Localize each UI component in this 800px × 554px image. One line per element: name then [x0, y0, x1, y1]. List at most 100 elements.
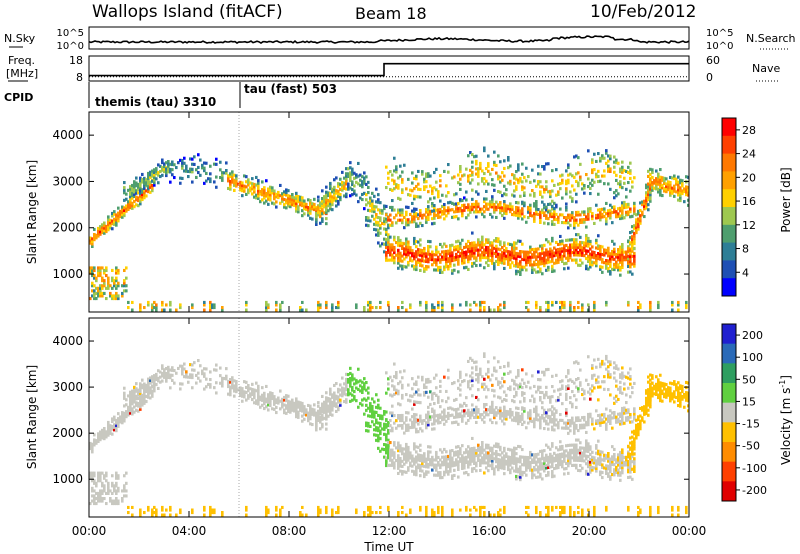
- power-cell: [619, 214, 622, 218]
- power-cell: [289, 194, 292, 198]
- velocity-cell: [439, 463, 442, 467]
- power-cell: [375, 200, 378, 204]
- power-cell: [469, 303, 472, 307]
- velocity-cell: [303, 405, 306, 409]
- power-cell: [429, 184, 432, 188]
- power-cell: [511, 248, 514, 252]
- velocity-cell: [103, 434, 106, 438]
- power-cell: [151, 303, 154, 307]
- power-cell: [491, 256, 494, 260]
- power-cell: [651, 170, 654, 174]
- power-cell: [361, 175, 364, 179]
- colorbar-segment: [722, 242, 736, 261]
- velocity-cell: [377, 406, 380, 410]
- velocity-cell: [273, 395, 276, 399]
- power-cell: [389, 218, 392, 222]
- power-cell: [263, 193, 266, 197]
- velocity-cell: [403, 447, 406, 451]
- velocity-cell: [407, 445, 410, 449]
- velocity-cell: [97, 497, 100, 501]
- power-cell: [581, 220, 584, 224]
- velocity-cell: [395, 373, 398, 377]
- power-cell: [437, 250, 440, 254]
- power-cell: [329, 202, 332, 206]
- velocity-cell: [447, 368, 450, 372]
- power-cell: [227, 174, 230, 178]
- velocity-cell: [341, 386, 344, 390]
- velocity-cell: [101, 489, 104, 493]
- power-cell: [533, 212, 536, 216]
- power-cell: [555, 212, 558, 216]
- power-cell: [489, 202, 492, 206]
- power-cell: [589, 181, 592, 185]
- power-cell: [493, 205, 496, 209]
- velocity-cell: [469, 460, 472, 464]
- power-cell: [531, 253, 534, 257]
- power-cell: [385, 220, 388, 224]
- power-cell: [215, 185, 218, 189]
- velocity-cell: [423, 459, 426, 463]
- power-cell: [483, 172, 486, 176]
- power-cell: [567, 163, 570, 167]
- power-cell: [353, 171, 356, 175]
- power-cell: [399, 211, 402, 215]
- velocity-cell: [379, 424, 382, 428]
- power-cell: [277, 196, 280, 200]
- power-cell: [269, 190, 272, 194]
- power-cell: [397, 243, 400, 247]
- velocity-cell: [93, 502, 96, 506]
- power-cell: [495, 237, 498, 241]
- power-cell: [435, 263, 438, 267]
- power-cell: [659, 180, 662, 184]
- velocity-cell: [453, 451, 456, 455]
- power-cell: [525, 306, 528, 310]
- power-cell: [193, 155, 196, 159]
- velocity-cell: [485, 456, 488, 460]
- power-cell: [117, 294, 120, 298]
- power-cell: [445, 244, 448, 248]
- power-cell: [377, 231, 380, 235]
- power-cell: [603, 169, 606, 173]
- power-cell: [453, 245, 456, 249]
- power-cell: [621, 214, 624, 218]
- power-cell: [609, 154, 612, 158]
- power-cell: [125, 276, 128, 280]
- power-cell: [621, 253, 624, 257]
- power-cell: [419, 238, 422, 242]
- power-cell: [107, 220, 110, 224]
- power-cell: [563, 249, 566, 253]
- power-cell: [299, 308, 302, 312]
- power-cell: [555, 253, 558, 257]
- power-cell: [421, 213, 424, 217]
- velocity-cell: [195, 373, 198, 377]
- power-cell: [107, 281, 110, 285]
- power-cell: [629, 257, 632, 261]
- velocity-cell: [485, 372, 488, 376]
- velocity-cell: [133, 390, 136, 394]
- power-cell: [333, 185, 336, 189]
- velocity-cell: [93, 499, 96, 503]
- velocity-cell: [365, 421, 368, 425]
- power-cell: [421, 249, 424, 253]
- velocity-cell: [391, 404, 394, 408]
- power-cell: [293, 198, 296, 202]
- velocity-cell: [409, 461, 412, 465]
- power-cell: [579, 178, 582, 182]
- velocity-cell: [433, 376, 436, 380]
- power-cell: [431, 202, 434, 206]
- power-cell: [353, 192, 356, 196]
- velocity-cell: [117, 474, 120, 478]
- velocity-cell: [295, 407, 298, 411]
- power-cell: [521, 172, 524, 176]
- velocity-cell: [445, 414, 448, 418]
- velocity-cell: [455, 450, 458, 454]
- velocity-cell: [221, 384, 224, 388]
- power-cell: [123, 208, 126, 212]
- power-cell: [669, 181, 672, 185]
- power-cell: [437, 306, 440, 310]
- power-cell: [351, 180, 354, 184]
- power-cell: [117, 216, 120, 220]
- power-cell: [359, 178, 362, 182]
- power-cell: [327, 201, 330, 205]
- power-cell: [369, 219, 372, 223]
